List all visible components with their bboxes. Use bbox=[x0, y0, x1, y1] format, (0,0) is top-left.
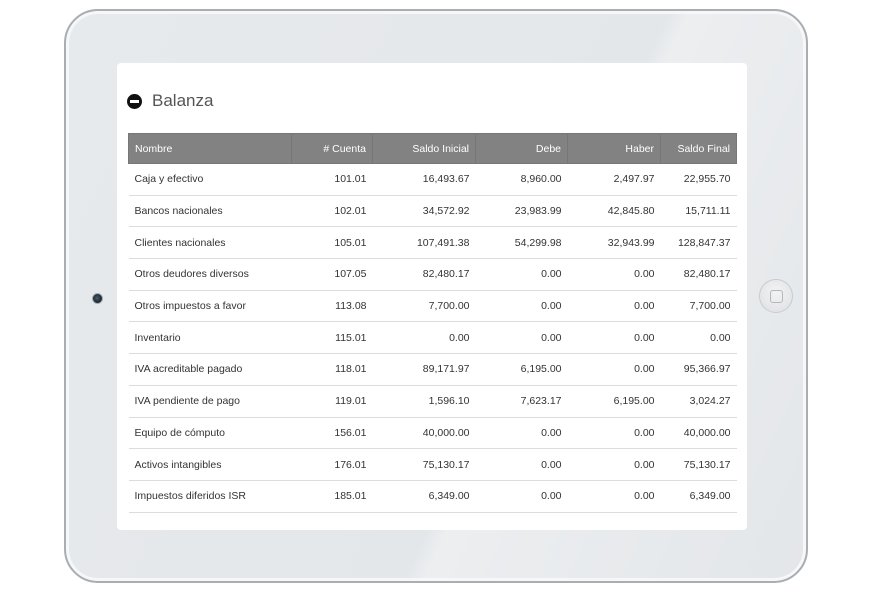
cell-debe: 54,299.98 bbox=[475, 226, 568, 260]
cell-cuenta: 105.01 bbox=[291, 226, 373, 260]
cell-saldo-final: 82,480.17 bbox=[660, 258, 737, 291]
cell-debe: 0.00 bbox=[475, 290, 568, 323]
balanza-table: Nombre # Cuenta Saldo Inicial Debe Haber… bbox=[128, 133, 737, 513]
cell-saldo-inicial: 34,572.92 bbox=[372, 195, 476, 228]
panel-header: Balanza bbox=[127, 91, 213, 111]
table-row[interactable]: Bancos nacionales 102.01 34,572.92 23,983.9… bbox=[128, 195, 737, 228]
cell-saldo-inicial: 6,349.00 bbox=[372, 480, 476, 513]
table-row[interactable]: IVA pendiente de pago 119.01 1,596.10 7,623… bbox=[128, 385, 737, 418]
column-header-saldo-inicial[interactable]: Saldo Inicial bbox=[372, 133, 476, 164]
cell-debe: 0.00 bbox=[475, 321, 568, 355]
cell-haber: 0.00 bbox=[567, 321, 661, 355]
cell-saldo-final: 22,955.70 bbox=[660, 163, 737, 196]
cell-saldo-final: 15,711.11 bbox=[660, 195, 737, 228]
cell-nombre: IVA acreditable pagado bbox=[128, 353, 292, 386]
column-header-haber[interactable]: Haber bbox=[567, 133, 661, 164]
cell-debe: 6,195.00 bbox=[475, 353, 568, 386]
column-header-nombre[interactable]: Nombre bbox=[128, 133, 292, 164]
cell-debe: 23,983.99 bbox=[475, 195, 568, 228]
table-row[interactable]: Otros deudores diversos 107.05 82,480.17 0.… bbox=[128, 258, 737, 291]
cell-saldo-inicial: 82,480.17 bbox=[372, 258, 476, 291]
cell-haber: 0.00 bbox=[567, 353, 661, 386]
cell-saldo-final: 40,000.00 bbox=[660, 417, 737, 450]
cell-debe: 7,623.17 bbox=[475, 385, 568, 418]
cell-cuenta: 118.01 bbox=[291, 353, 373, 386]
table-row[interactable]: Equipo de cómputo 156.01 40,000.00 0.00 0.00… bbox=[128, 417, 737, 450]
table-row[interactable]: Activos intangibles 176.01 75,130.17 0.00 0.… bbox=[128, 448, 737, 481]
cell-cuenta: 107.05 bbox=[291, 258, 373, 291]
cell-saldo-inicial: 75,130.17 bbox=[372, 448, 476, 481]
cell-haber: 0.00 bbox=[567, 448, 661, 481]
cell-saldo-final: 3,024.27 bbox=[660, 385, 737, 418]
cell-debe: 0.00 bbox=[475, 480, 568, 513]
cell-haber: 0.00 bbox=[567, 480, 661, 513]
table-row[interactable]: Caja y efectivo 101.01 16,493.67 8,960.00 2,… bbox=[128, 163, 737, 196]
cell-nombre: Equipo de cómputo bbox=[128, 417, 292, 450]
cell-nombre: Otros deudores diversos bbox=[128, 258, 292, 291]
cell-cuenta: 115.01 bbox=[291, 321, 373, 355]
cell-debe: 8,960.00 bbox=[475, 163, 568, 196]
cell-saldo-final: 128,847.37 bbox=[660, 226, 737, 260]
table-body: Caja y efectivo 101.01 16,493.67 8,960.00 2,… bbox=[128, 163, 737, 513]
cell-saldo-inicial: 107,491.38 bbox=[372, 226, 476, 260]
cell-haber: 0.00 bbox=[567, 258, 661, 291]
table-row[interactable]: Otros impuestos a favor 113.08 7,700.00 0.0… bbox=[128, 290, 737, 323]
cell-saldo-inicial: 7,700.00 bbox=[372, 290, 476, 323]
cell-saldo-inicial: 89,171.97 bbox=[372, 353, 476, 386]
cell-haber: 6,195.00 bbox=[567, 385, 661, 418]
cell-debe: 0.00 bbox=[475, 258, 568, 291]
table-row[interactable]: Impuestos diferidos ISR 185.01 6,349.00 0.0… bbox=[128, 480, 737, 513]
cell-haber: 0.00 bbox=[567, 290, 661, 323]
camera-icon bbox=[92, 293, 103, 304]
column-header-saldo-final[interactable]: Saldo Final bbox=[660, 133, 737, 164]
home-square-icon bbox=[770, 290, 783, 303]
cell-haber: 2,497.97 bbox=[567, 163, 661, 196]
cell-haber: 0.00 bbox=[567, 417, 661, 450]
cell-nombre: Bancos nacionales bbox=[128, 195, 292, 228]
cell-saldo-inicial: 40,000.00 bbox=[372, 417, 476, 450]
cell-nombre: Otros impuestos a favor bbox=[128, 290, 292, 323]
cell-nombre: Activos intangibles bbox=[128, 448, 292, 481]
cell-saldo-final: 6,349.00 bbox=[660, 480, 737, 513]
cell-debe: 0.00 bbox=[475, 448, 568, 481]
cell-cuenta: 113.08 bbox=[291, 290, 373, 323]
cell-cuenta: 102.01 bbox=[291, 195, 373, 228]
cell-nombre: Caja y efectivo bbox=[128, 163, 292, 196]
cell-nombre: Impuestos diferidos ISR bbox=[128, 480, 292, 513]
cell-saldo-final: 75,130.17 bbox=[660, 448, 737, 481]
cell-cuenta: 156.01 bbox=[291, 417, 373, 450]
cell-cuenta: 176.01 bbox=[291, 448, 373, 481]
cell-saldo-inicial: 0.00 bbox=[372, 321, 476, 355]
table-row[interactable]: Clientes nacionales 105.01 107,491.38 54,29… bbox=[128, 226, 737, 260]
cell-saldo-final: 95,366.97 bbox=[660, 353, 737, 386]
screen: Balanza Nombre # Cuenta Saldo Inicial De… bbox=[117, 63, 747, 530]
cell-haber: 42,845.80 bbox=[567, 195, 661, 228]
cell-saldo-final: 7,700.00 bbox=[660, 290, 737, 323]
cell-nombre: IVA pendiente de pago bbox=[128, 385, 292, 418]
cell-saldo-final: 0.00 bbox=[660, 321, 737, 355]
column-header-debe[interactable]: Debe bbox=[475, 133, 568, 164]
cell-haber: 32,943.99 bbox=[567, 226, 661, 260]
cell-cuenta: 119.01 bbox=[291, 385, 373, 418]
column-header-cuenta[interactable]: # Cuenta bbox=[291, 133, 373, 164]
cell-debe: 0.00 bbox=[475, 417, 568, 450]
table-row[interactable]: IVA acreditable pagado 118.01 89,171.97 6,1… bbox=[128, 353, 737, 386]
cell-cuenta: 101.01 bbox=[291, 163, 373, 196]
table-row[interactable]: Inventario 115.01 0.00 0.00 0.00 0.00 bbox=[128, 321, 737, 355]
collapse-minus-icon[interactable] bbox=[127, 93, 142, 109]
home-button[interactable] bbox=[759, 279, 793, 313]
table-header-row: Nombre # Cuenta Saldo Inicial Debe Haber… bbox=[128, 133, 737, 164]
cell-saldo-inicial: 16,493.67 bbox=[372, 163, 476, 196]
cell-nombre: Clientes nacionales bbox=[128, 226, 292, 260]
cell-saldo-inicial: 1,596.10 bbox=[372, 385, 476, 418]
cell-cuenta: 185.01 bbox=[291, 480, 373, 513]
panel-title: Balanza bbox=[152, 91, 214, 110]
cell-nombre: Inventario bbox=[128, 321, 292, 355]
